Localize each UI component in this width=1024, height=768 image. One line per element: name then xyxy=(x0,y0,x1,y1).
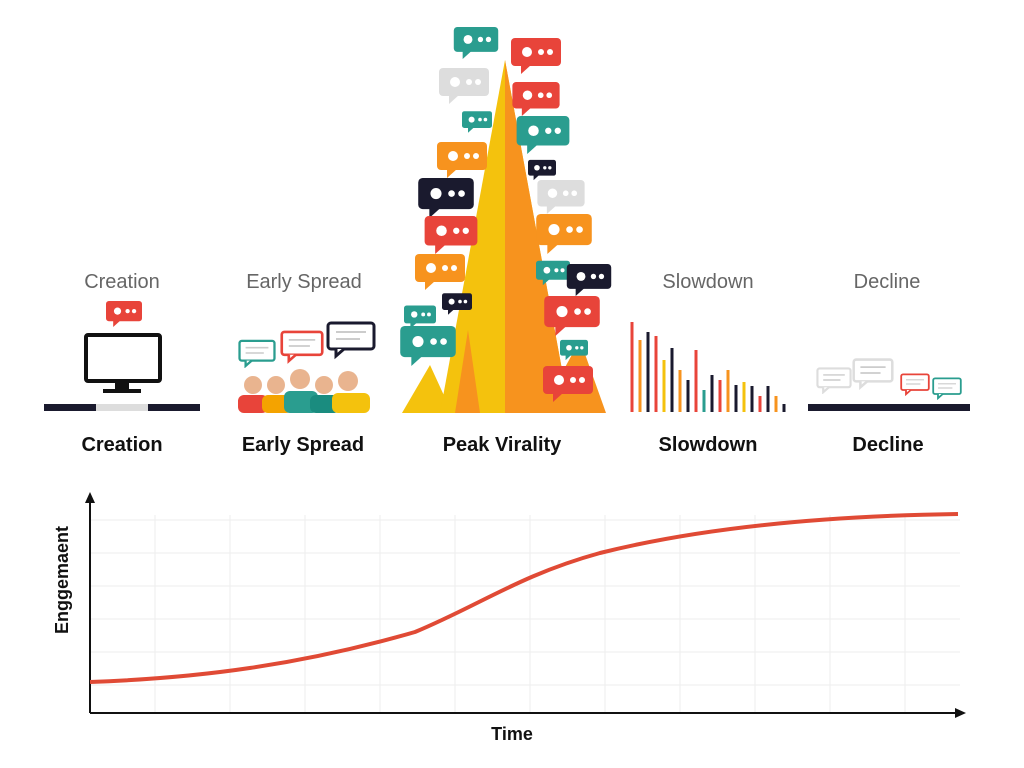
early-spread-icon xyxy=(238,321,376,413)
stage-title: Decline xyxy=(854,271,921,293)
decline-icon xyxy=(808,358,970,411)
engagement-curve xyxy=(89,512,959,684)
axes xyxy=(85,492,966,718)
creation-icon xyxy=(44,301,200,411)
stage-label: Peak Virality xyxy=(443,434,562,456)
x-axis-label: Time xyxy=(491,724,533,744)
stage-titles-bottom: Creation Early Spread Peak Virality Slow… xyxy=(81,434,923,456)
grid xyxy=(90,515,960,713)
stage-title: Slowdown xyxy=(662,271,753,293)
stage-label: Slowdown xyxy=(659,434,758,456)
stage-label: Decline xyxy=(852,434,923,456)
peak-icon xyxy=(400,27,612,413)
stage-titles-top: Creation Early Spread Slowdown Decline xyxy=(84,271,920,293)
stage-label: Early Spread xyxy=(242,434,364,456)
stage-title: Early Spread xyxy=(246,271,362,293)
stage-title: Creation xyxy=(84,271,160,293)
stage-label: Creation xyxy=(81,434,162,456)
y-axis-label: Enggemaent xyxy=(52,526,72,634)
slowdown-icon xyxy=(630,322,786,412)
